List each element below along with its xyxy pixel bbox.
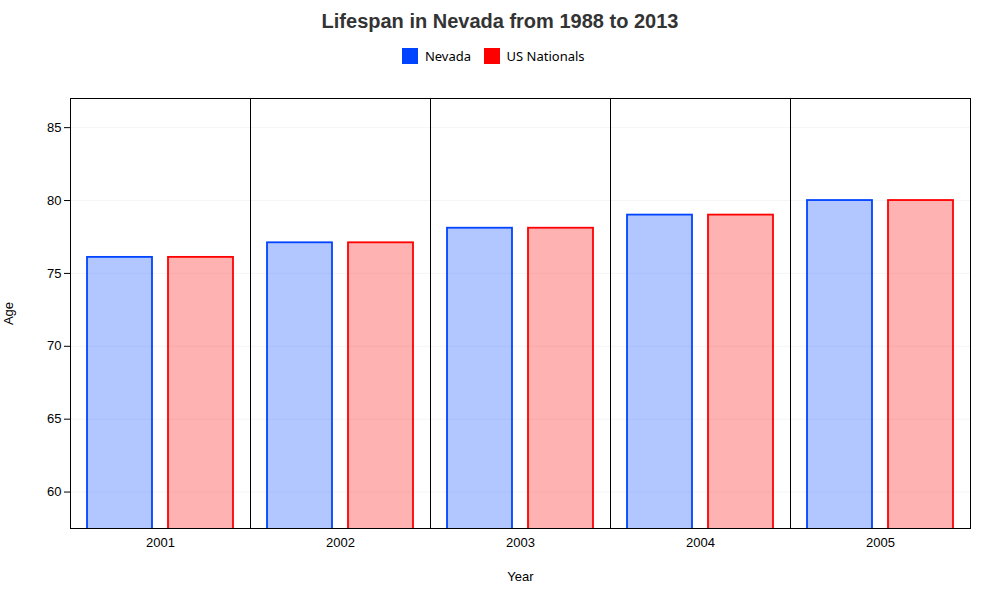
svg-text:80: 80: [47, 192, 61, 207]
html-text:Lifespan in Nevada from 1988 t: Lifespan in Nevada from 1988 to 2013: [321, 10, 679, 32]
svg-text:Age: Age: [1, 301, 16, 324]
svg-text:75: 75: [47, 265, 61, 280]
svg-text:2002: 2002: [326, 534, 355, 549]
html-text:Nevada: Nevada: [424, 46, 472, 65]
svg-text:85: 85: [47, 119, 61, 134]
svg-text:2005: 2005: [866, 534, 895, 549]
svg-text:60: 60: [47, 484, 61, 499]
svg-text:2004: 2004: [686, 534, 715, 549]
svg-text:2001: 2001: [146, 534, 175, 549]
html-text:US Nationals: US Nationals: [506, 46, 585, 65]
svg-text:70: 70: [47, 338, 61, 353]
svg-text:2003: 2003: [506, 534, 535, 549]
svg-text:Year: Year: [507, 568, 534, 583]
svg-text:65: 65: [47, 411, 61, 426]
